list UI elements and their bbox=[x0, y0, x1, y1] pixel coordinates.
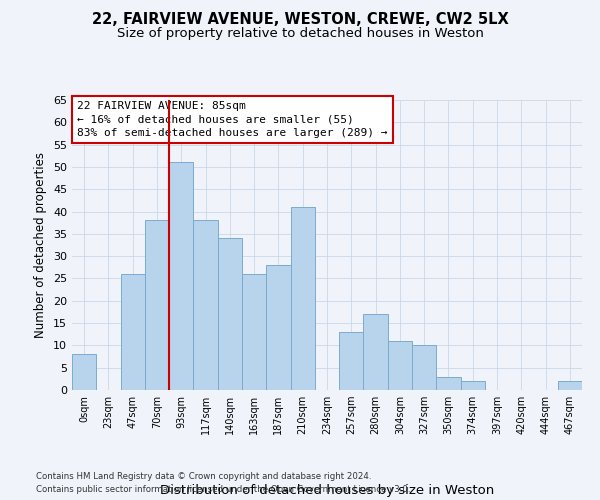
Bar bbox=[193, 220, 218, 390]
Bar bbox=[169, 162, 193, 390]
Text: Contains public sector information licensed under the Open Government Licence v3: Contains public sector information licen… bbox=[36, 485, 410, 494]
Text: 22, FAIRVIEW AVENUE, WESTON, CREWE, CW2 5LX: 22, FAIRVIEW AVENUE, WESTON, CREWE, CW2 … bbox=[92, 12, 508, 28]
Y-axis label: Number of detached properties: Number of detached properties bbox=[34, 152, 47, 338]
Text: Contains HM Land Registry data © Crown copyright and database right 2024.: Contains HM Land Registry data © Crown c… bbox=[36, 472, 371, 481]
Bar bbox=[558, 381, 582, 390]
Bar bbox=[242, 274, 266, 390]
Bar bbox=[145, 220, 169, 390]
Bar bbox=[461, 381, 485, 390]
Bar bbox=[290, 207, 315, 390]
Text: 22 FAIRVIEW AVENUE: 85sqm
← 16% of detached houses are smaller (55)
83% of semi-: 22 FAIRVIEW AVENUE: 85sqm ← 16% of detac… bbox=[77, 102, 388, 138]
Bar bbox=[364, 314, 388, 390]
Bar bbox=[218, 238, 242, 390]
Bar bbox=[436, 376, 461, 390]
Text: Size of property relative to detached houses in Weston: Size of property relative to detached ho… bbox=[116, 28, 484, 40]
Bar bbox=[388, 341, 412, 390]
Bar bbox=[339, 332, 364, 390]
X-axis label: Distribution of detached houses by size in Weston: Distribution of detached houses by size … bbox=[160, 484, 494, 498]
Bar bbox=[72, 354, 96, 390]
Bar bbox=[412, 346, 436, 390]
Bar bbox=[266, 265, 290, 390]
Bar bbox=[121, 274, 145, 390]
